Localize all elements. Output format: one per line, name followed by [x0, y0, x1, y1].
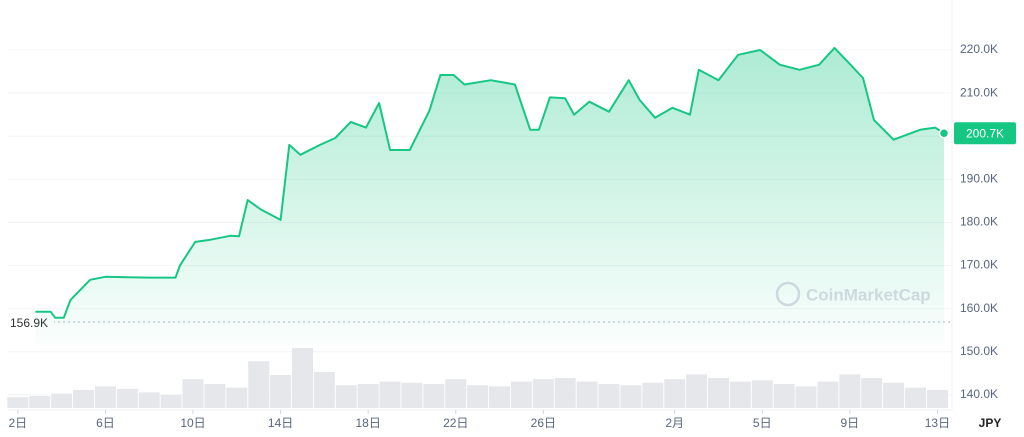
volume-bar: [926, 390, 948, 408]
volume-bar: [204, 384, 226, 408]
volume-bar: [94, 386, 116, 408]
volume-bar: [707, 378, 729, 408]
y-tick-label: 180.0K: [960, 215, 998, 229]
volume-bar: [467, 385, 489, 408]
volume-bar: [313, 372, 335, 408]
x-tick-label: 2月: [665, 416, 684, 430]
watermark-text: CoinMarketCap: [806, 285, 931, 304]
volume-bar: [29, 396, 51, 408]
volume-bar: [291, 348, 313, 408]
volume-bar: [423, 384, 445, 408]
volume-bar: [270, 375, 292, 408]
volume-bar: [729, 381, 751, 408]
volume-bar: [73, 390, 95, 408]
volume-bar: [510, 381, 532, 408]
y-tick-label: 170.0K: [960, 258, 998, 272]
volume-bar: [773, 384, 795, 408]
y-tick-label: 150.0K: [960, 344, 998, 358]
x-tick-label: 26日: [531, 416, 556, 430]
x-tick-label: 13日: [925, 416, 950, 430]
volume-bar: [532, 379, 554, 408]
volume-bar: [686, 374, 708, 408]
watermark-icon: [775, 281, 801, 307]
last-price-badge: [954, 122, 1016, 145]
volume-bar: [401, 382, 423, 408]
volume-bar: [489, 386, 511, 408]
volume-bar: [817, 381, 839, 408]
area: [35, 47, 945, 346]
volume-bar: [554, 378, 576, 408]
x-tick-label: 2日: [9, 416, 28, 430]
volume-bar: [116, 388, 138, 408]
currency: JPY: [979, 416, 1002, 430]
volume-bar: [598, 384, 620, 408]
watermark: CoinMarketCap: [775, 281, 931, 307]
volume-bar: [620, 385, 642, 408]
volume-bar: [839, 374, 861, 408]
volume-bar: [51, 393, 73, 408]
volume-bar: [7, 397, 29, 408]
volume-bar: [182, 379, 204, 408]
volume-bar: [576, 381, 598, 408]
x-tick-label: 22日: [443, 416, 468, 430]
volume-bar: [335, 385, 357, 408]
volume-bar: [138, 392, 160, 408]
volume-bar: [160, 394, 182, 408]
volume-bar: [795, 386, 817, 408]
y-tick-label: 220.0K: [960, 42, 998, 56]
y-tick-label: 160.0K: [960, 301, 998, 315]
volume-bar: [664, 379, 686, 408]
volume-bar: [248, 361, 270, 408]
x-tick-label: 9日: [841, 416, 860, 430]
volume-bar: [883, 382, 905, 408]
y-tick-label: 210.0K: [960, 85, 998, 99]
x-tick-label: 18日: [355, 416, 380, 430]
y-tick-label: 140.0K: [960, 387, 998, 401]
x-tick-label: 10日: [180, 416, 205, 430]
volume-bar: [905, 387, 927, 408]
x-tick-label: 6日: [96, 416, 115, 430]
y-tick-label: 190.0K: [960, 172, 998, 186]
last-price-label: 200.7K: [966, 126, 1004, 140]
x-tick-label: 14日: [268, 416, 293, 430]
volume-bar: [642, 382, 664, 408]
volume-bar: [751, 380, 773, 408]
x-tick-label: 5日: [753, 416, 772, 430]
volume-bar: [445, 379, 467, 408]
volume-bar: [226, 387, 248, 408]
volume-bar: [357, 384, 379, 408]
price-line: [35, 46, 945, 319]
volume-bar: [861, 378, 883, 408]
volume-bar: [379, 381, 401, 408]
last-point: [938, 127, 950, 139]
